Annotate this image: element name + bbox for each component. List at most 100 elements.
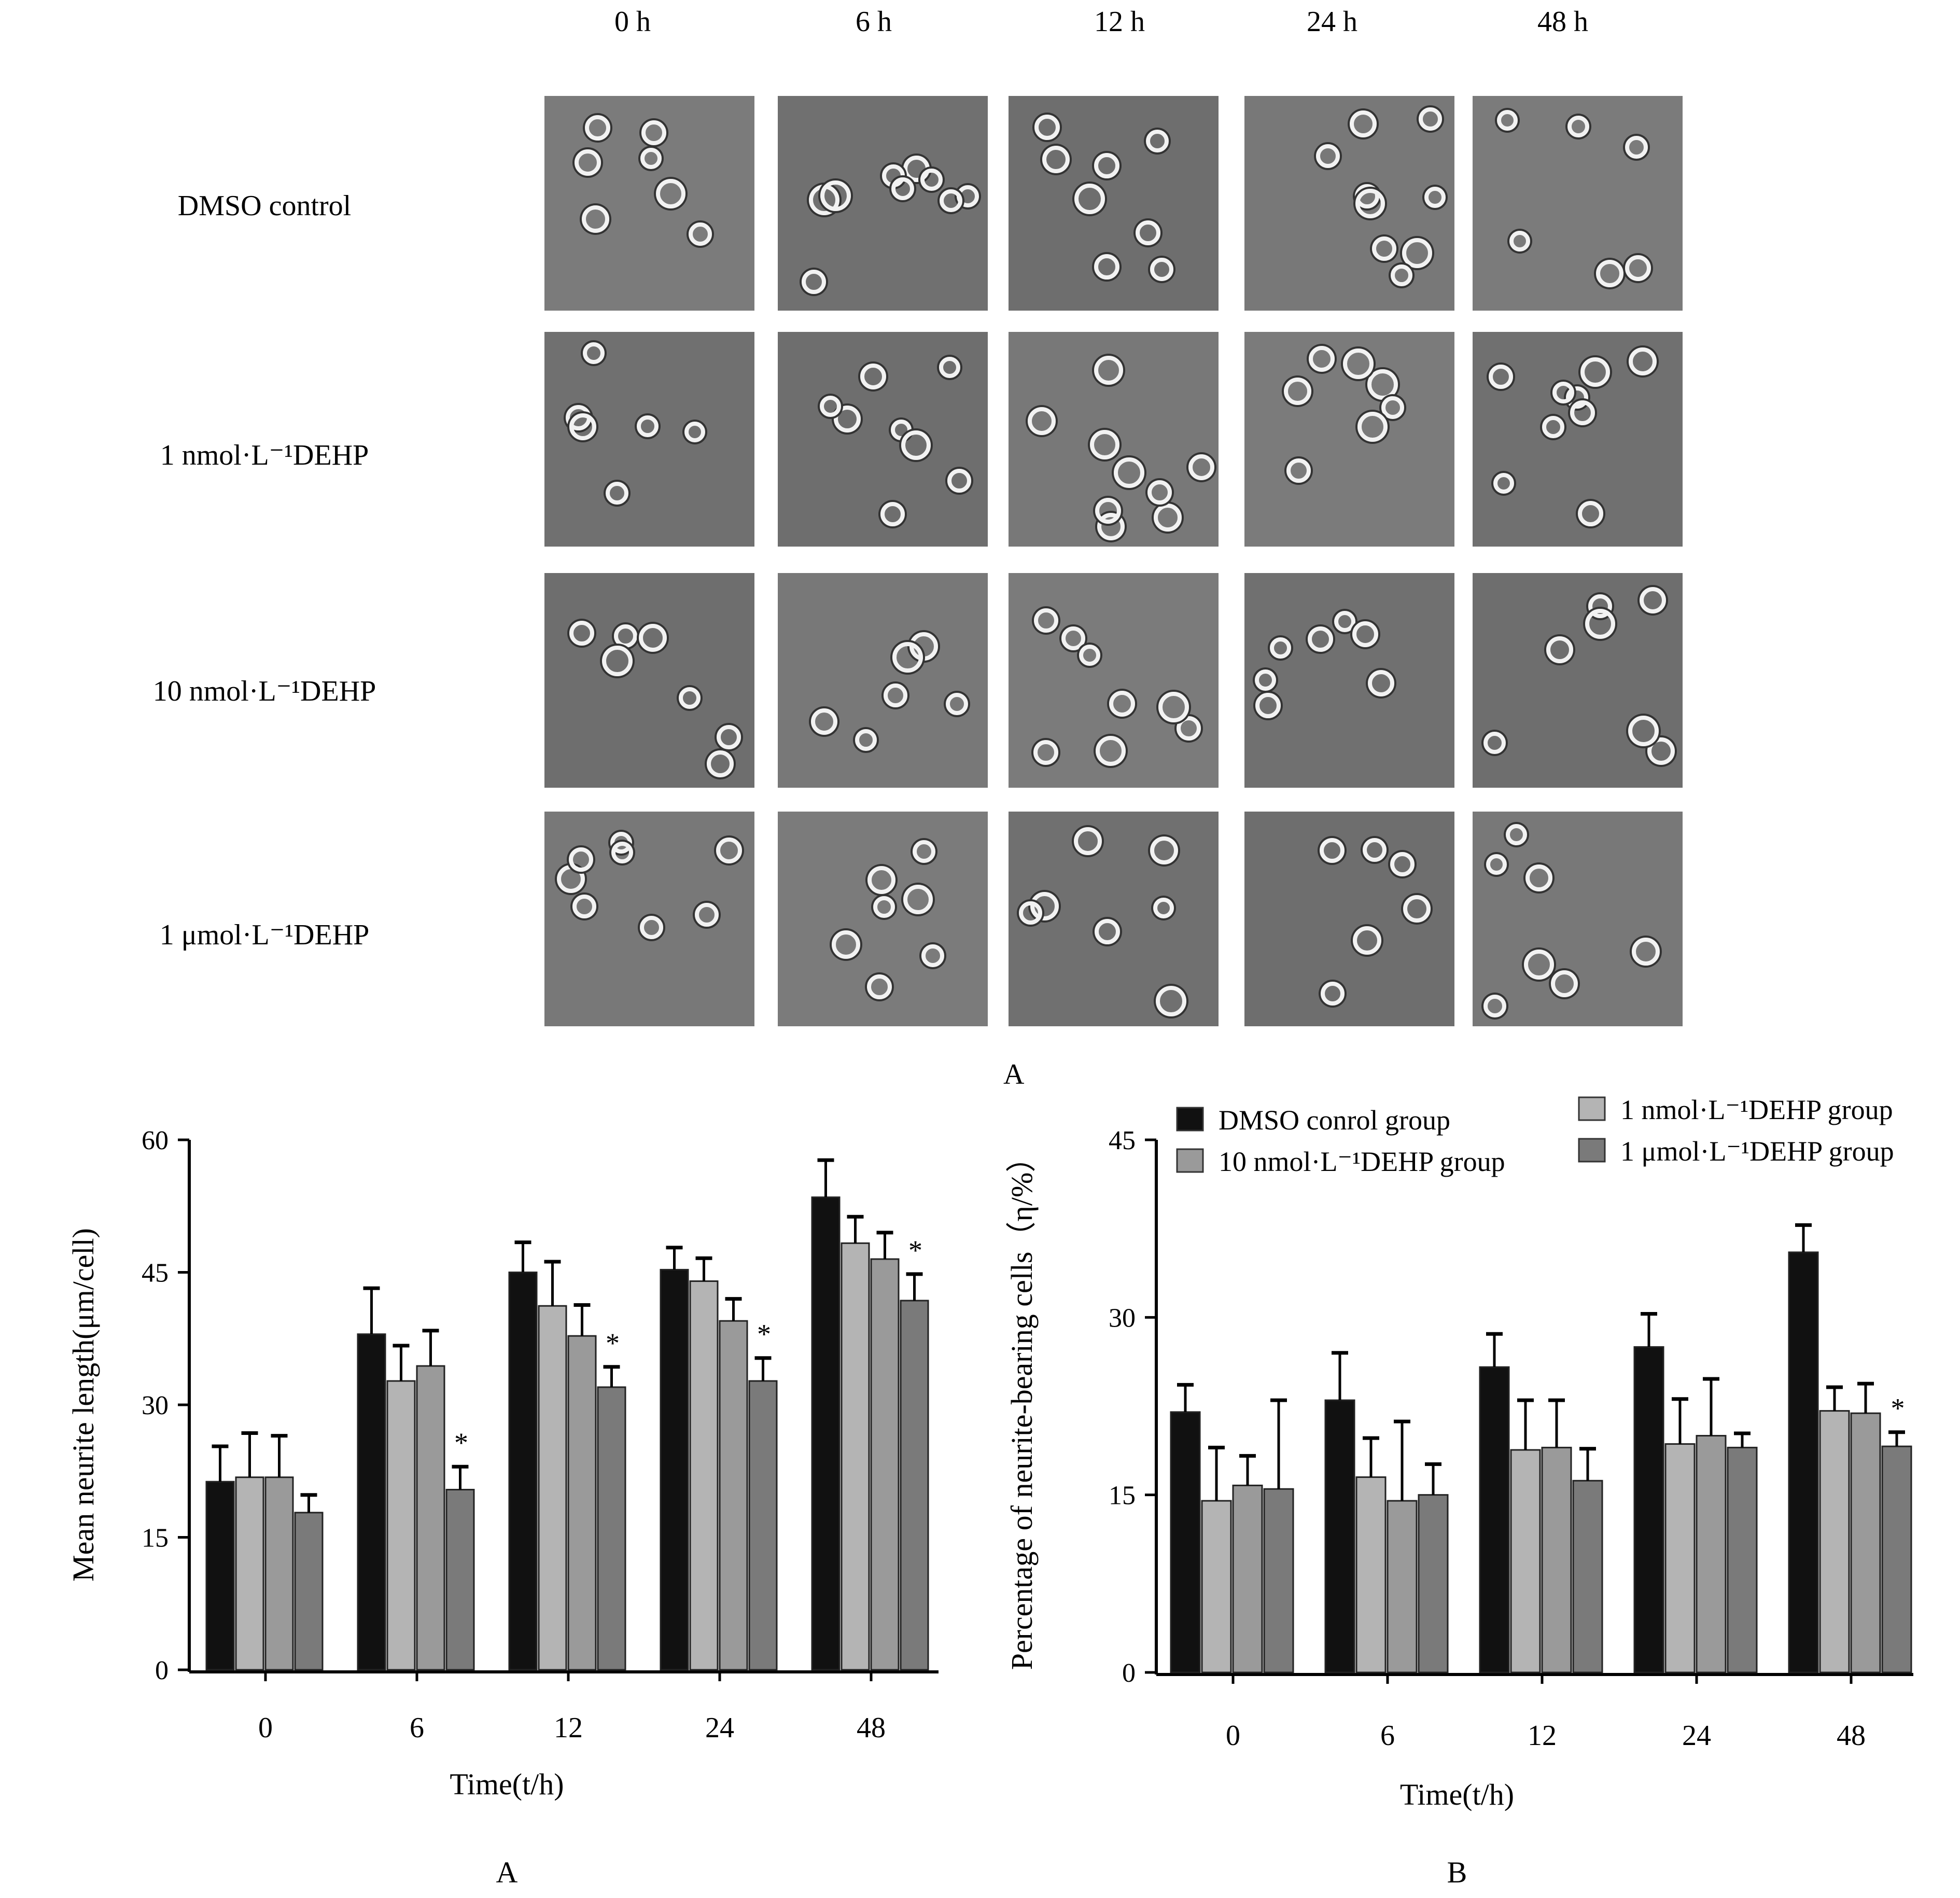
cell-mark xyxy=(832,930,861,959)
cell-mark xyxy=(873,896,895,918)
x-tick-label: 0 xyxy=(1226,1720,1240,1752)
cell-mark xyxy=(1550,970,1578,997)
cell-mark xyxy=(1188,454,1214,480)
micrograph-image xyxy=(1009,332,1219,547)
bar xyxy=(597,1386,626,1671)
cell-mark xyxy=(1390,264,1412,286)
cell-mark xyxy=(1546,636,1574,663)
legend-swatch xyxy=(1578,1138,1606,1163)
legend-label: 1 μmol·L⁻¹DEHP group xyxy=(1620,1136,1894,1167)
cell-mark xyxy=(1368,670,1395,697)
cell-mark xyxy=(585,115,611,141)
bar xyxy=(660,1268,689,1671)
cell-mark xyxy=(1334,611,1355,633)
cell-mark xyxy=(866,974,892,1000)
cell-mark xyxy=(867,866,896,895)
micrograph-image xyxy=(778,812,988,1026)
x-tick-label: 24 xyxy=(705,1712,734,1744)
cell-mark xyxy=(1090,430,1120,460)
bar xyxy=(1479,1366,1510,1673)
cell-mark xyxy=(1367,369,1398,400)
bar xyxy=(538,1305,567,1671)
cell-mark xyxy=(1255,669,1277,691)
micrograph-image xyxy=(778,96,988,311)
cell-mark xyxy=(1628,716,1659,747)
cell-mark xyxy=(1342,348,1374,379)
bar xyxy=(1541,1446,1572,1673)
micrograph-image xyxy=(1244,812,1454,1026)
x-tick-label: 12 xyxy=(554,1712,583,1744)
cell-mark xyxy=(1372,236,1397,261)
chart-caption: B xyxy=(1447,1855,1467,1889)
cell-mark xyxy=(1509,231,1530,252)
cell-mark xyxy=(1147,480,1172,505)
y-tick-label: 15 xyxy=(1109,1481,1136,1511)
cell-mark xyxy=(1524,949,1555,980)
cell-mark xyxy=(575,149,601,176)
cell-mark xyxy=(717,724,741,749)
bar xyxy=(416,1365,445,1671)
x-tick-label: 48 xyxy=(1837,1720,1866,1752)
cell-mark xyxy=(655,178,685,208)
bar xyxy=(1727,1446,1758,1673)
micrograph-image xyxy=(1009,812,1219,1026)
cell-mark xyxy=(1357,412,1388,442)
cell-mark xyxy=(1542,415,1564,438)
cell-mark xyxy=(636,415,659,437)
bar xyxy=(1232,1484,1263,1673)
cell-mark xyxy=(1631,937,1660,966)
cell-mark xyxy=(1028,407,1056,436)
cell-mark xyxy=(802,269,827,294)
cell-mark xyxy=(891,177,914,200)
cell-mark xyxy=(1486,854,1507,875)
y-tick-label: 30 xyxy=(1109,1303,1136,1333)
cell-mark xyxy=(583,342,605,365)
bar xyxy=(1387,1500,1418,1673)
significance-marker: * xyxy=(908,1235,922,1266)
bar xyxy=(205,1481,235,1671)
bar xyxy=(1696,1435,1727,1673)
cell-mark xyxy=(602,645,633,676)
legend-label: 10 nmol·L⁻¹DEHP group xyxy=(1219,1146,1505,1177)
cell-mark xyxy=(1073,827,1102,855)
x-tick-label: 48 xyxy=(857,1712,886,1744)
cell-mark xyxy=(684,422,705,443)
bar xyxy=(900,1300,929,1671)
bar xyxy=(445,1489,475,1671)
bar xyxy=(748,1380,778,1671)
column-label: 6 h xyxy=(856,6,892,38)
bar xyxy=(508,1272,538,1671)
cell-mark xyxy=(1355,189,1385,219)
micrograph-image xyxy=(1473,812,1683,1026)
cell-mark xyxy=(1483,994,1507,1017)
row-label: 10 nmol·L⁻¹DEHP xyxy=(152,675,376,707)
cell-mark xyxy=(1079,644,1101,666)
cell-mark xyxy=(1095,498,1121,524)
micrograph-image xyxy=(544,812,754,1026)
cell-mark xyxy=(1506,824,1528,846)
cell-mark xyxy=(891,420,912,441)
cell-mark xyxy=(1150,836,1178,865)
bar xyxy=(386,1380,416,1671)
cell-mark xyxy=(1096,735,1126,766)
x-tick-label: 12 xyxy=(1528,1720,1557,1752)
cell-mark xyxy=(641,120,667,145)
cell-mark xyxy=(1639,587,1666,613)
cell-mark xyxy=(1153,897,1174,918)
cell-mark xyxy=(1628,347,1657,375)
cell-mark xyxy=(903,885,933,915)
cell-mark xyxy=(1155,986,1186,1017)
cell-mark xyxy=(1570,400,1595,426)
column-label: 24 h xyxy=(1307,6,1357,38)
cell-mark xyxy=(1595,259,1623,287)
y-axis-label: Mean neurite length(μm/cell) xyxy=(66,1228,100,1582)
cell-mark xyxy=(1493,473,1514,494)
legend-swatch xyxy=(1578,1096,1606,1121)
cell-mark xyxy=(945,692,968,715)
bar xyxy=(719,1320,748,1671)
cell-mark xyxy=(1135,220,1160,245)
cell-mark xyxy=(1567,115,1590,137)
cell-mark xyxy=(582,205,610,233)
bar xyxy=(1881,1445,1912,1673)
cell-mark xyxy=(883,683,907,707)
